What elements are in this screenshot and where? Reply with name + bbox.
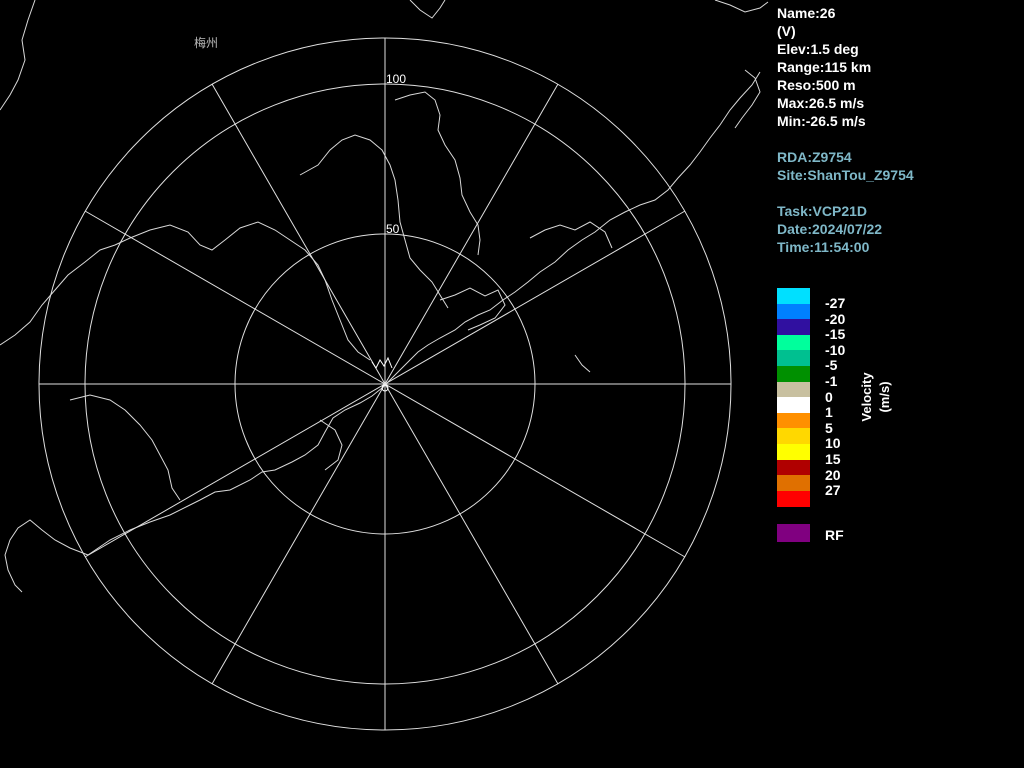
legend-label: 27	[825, 482, 841, 499]
legend-swatch	[777, 444, 810, 460]
product-name: Name:26	[777, 5, 836, 21]
legend-swatch	[777, 319, 810, 336]
coastline-main	[87, 71, 761, 556]
coast-island-small	[574, 354, 591, 373]
legend-label-rf: RF	[825, 527, 844, 543]
radar-site-marker	[371, 356, 393, 392]
legend-swatch	[777, 288, 810, 304]
site-info: RDA:Z9754 Site:ShanTou_Z9754	[777, 148, 914, 184]
product-max: Max:26.5 m/s	[777, 95, 865, 111]
legend-swatch	[777, 397, 810, 414]
task-info: Task:VCP21D Date:2024/07/22 Time:11:54:0…	[777, 202, 882, 256]
boundary-north-top	[409, 0, 446, 19]
radar-ppi-display[interactable]: 100 50 梅州	[0, 0, 770, 768]
azimuth-lines	[39, 38, 731, 730]
product-info: Name:26 (V) Elev:1.5 deg Range:115 km Re…	[777, 4, 871, 130]
legend-label: -5	[825, 357, 838, 374]
legend-label: 10	[825, 435, 841, 452]
boundary-northwest	[0, 0, 36, 111]
legend-title: Velocity (m/s)	[858, 372, 894, 421]
product-polarization: (V)	[777, 23, 796, 39]
legend-swatch	[777, 334, 810, 351]
site-name: Site:ShanTou_Z9754	[777, 167, 914, 183]
coast-east-island	[734, 69, 761, 129]
legend-swatch	[777, 475, 810, 492]
legend-swatch-rf	[777, 524, 810, 542]
product-min: Min:-26.5 m/s	[777, 113, 866, 129]
task-date: Date:2024/07/22	[777, 221, 883, 237]
city-label: 梅州	[194, 35, 218, 50]
azimuth-line-150-330	[211, 83, 559, 685]
task-name: Task:VCP21D	[777, 203, 868, 219]
river-north	[394, 91, 481, 256]
legend-label: 5	[825, 419, 833, 436]
coastline-map	[0, 0, 769, 593]
boundary-west	[0, 221, 371, 361]
legend-label: -27	[825, 295, 846, 311]
legend-label: -10	[825, 341, 846, 358]
legend-swatch	[777, 428, 810, 445]
legend-label: 1	[825, 404, 833, 421]
coast-bay-3	[319, 419, 343, 471]
task-time: Time:11:54:00	[777, 239, 870, 255]
legend-label: -20	[825, 310, 846, 327]
legend-swatch	[777, 381, 810, 398]
coast-northeast	[714, 0, 769, 13]
legend-swatch	[777, 412, 810, 429]
product-elevation: Elev:1.5 deg	[777, 41, 859, 57]
coast-bay-2	[529, 221, 613, 249]
boundary-west-inland	[69, 394, 181, 501]
legend-label: -1	[825, 373, 838, 389]
legend-label: -15	[825, 326, 846, 343]
coastline-south	[4, 519, 89, 593]
legend-swatch	[777, 303, 810, 320]
legend-label: 20	[825, 466, 841, 483]
legend-label: 0	[825, 388, 833, 405]
legend-swatch	[777, 350, 810, 367]
coast-bay-1	[439, 287, 506, 331]
legend-swatch	[777, 490, 810, 507]
range-label-50: 50	[386, 222, 400, 236]
site-rda: RDA:Z9754	[777, 149, 852, 165]
legend-label: 15	[825, 451, 841, 467]
legend-swatch	[777, 459, 810, 476]
boundary-north	[299, 134, 449, 309]
range-label-100: 100	[386, 72, 406, 86]
product-range: Range:115 km	[777, 59, 872, 75]
legend-unit: (m/s)	[877, 381, 892, 413]
product-resolution: Reso:500 m	[777, 77, 856, 93]
legend-title-text: Velocity	[859, 372, 874, 422]
legend-swatch	[777, 366, 810, 382]
